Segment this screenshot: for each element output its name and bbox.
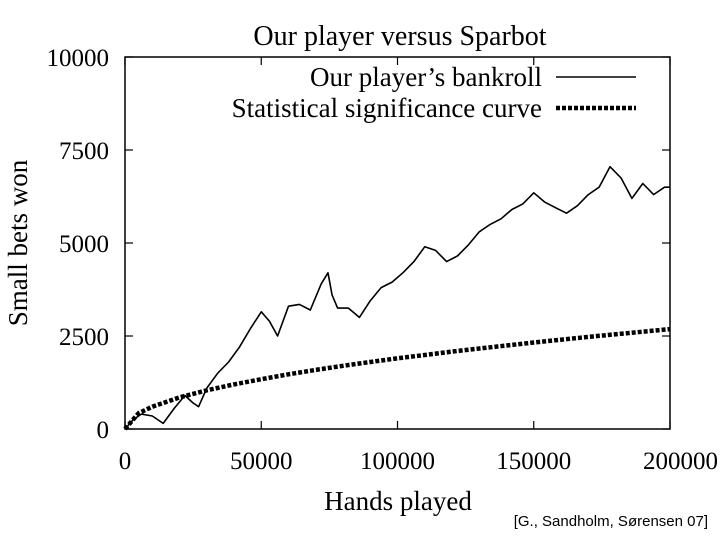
x-tick-label: 100000 bbox=[360, 448, 435, 475]
series-layer bbox=[123, 165, 671, 431]
y-tick-label: 2500 bbox=[59, 324, 109, 351]
x-tick-label: 150000 bbox=[496, 448, 571, 475]
chart-title: Our player versus Sparbot bbox=[253, 21, 546, 52]
y-tick-label: 0 bbox=[97, 417, 110, 444]
y-axis-label: Small bets won bbox=[3, 159, 33, 326]
y-tick-label: 5000 bbox=[59, 231, 109, 258]
legend-label-significance: Statistical significance curve bbox=[232, 93, 542, 123]
x-axis-label: Hands played bbox=[324, 486, 472, 516]
y-axis-ticks: 0 2500 5000 7500 10000 bbox=[47, 45, 670, 444]
x-tick-label: 0 bbox=[119, 448, 132, 475]
y-tick-label: 7500 bbox=[59, 138, 109, 165]
y-tick-label: 10000 bbox=[47, 45, 110, 72]
legend: Our player’s bankroll Statistical signif… bbox=[232, 62, 636, 123]
significance-series-line bbox=[123, 326, 671, 431]
x-tick-label: 50000 bbox=[230, 448, 293, 475]
x-axis-ticks: 0 50000 100000 150000 200000 bbox=[119, 57, 718, 475]
citation: [G., Sandholm, Sørensen 07] bbox=[513, 513, 708, 530]
x-tick-label: 200000 bbox=[643, 448, 718, 475]
legend-label-bankroll: Our player’s bankroll bbox=[310, 62, 542, 92]
